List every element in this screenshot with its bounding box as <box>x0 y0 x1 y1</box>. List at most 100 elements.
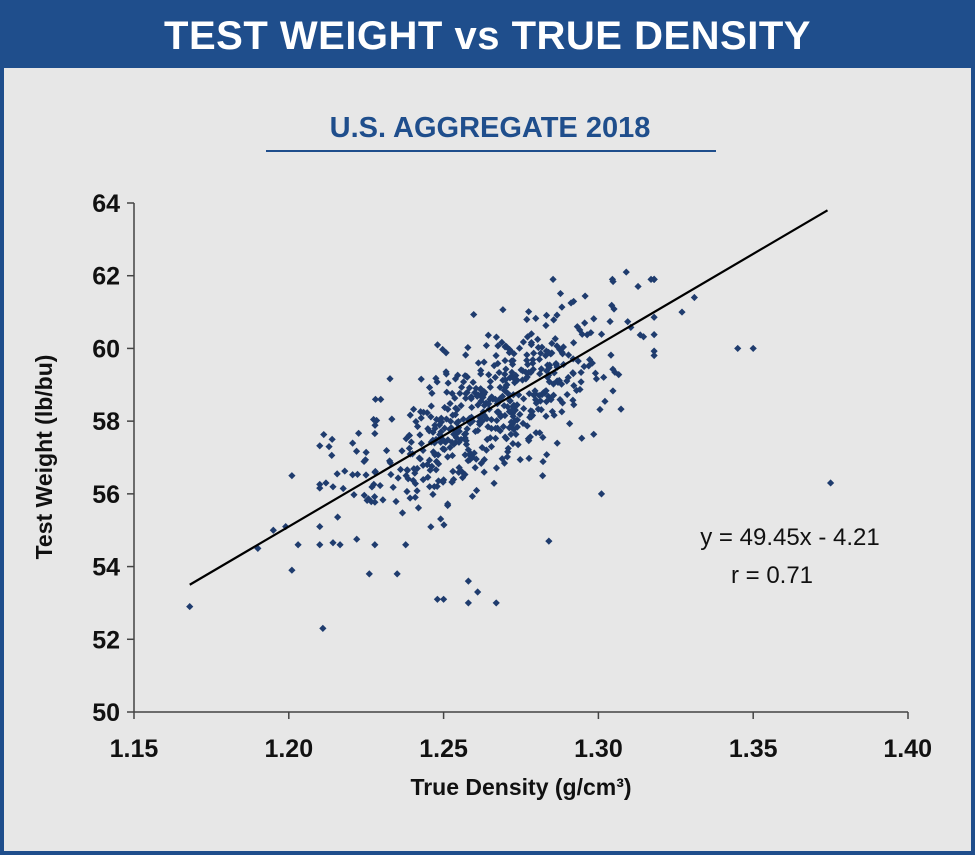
data-point <box>550 411 558 419</box>
data-point <box>636 331 644 339</box>
data-point <box>453 405 461 414</box>
data-point <box>461 434 469 442</box>
data-point <box>499 306 507 314</box>
data-point <box>492 333 501 341</box>
x-tick-label: 1.20 <box>264 735 313 763</box>
data-point <box>437 515 445 523</box>
data-point <box>514 441 522 449</box>
data-point <box>442 415 451 423</box>
data-point <box>501 433 509 441</box>
data-point <box>578 434 586 442</box>
data-point <box>371 429 379 438</box>
data-point <box>545 537 553 545</box>
data-point <box>462 437 470 445</box>
data-point <box>492 424 500 432</box>
data-point <box>451 394 459 402</box>
data-point <box>459 474 467 482</box>
data-point <box>353 470 362 478</box>
data-point <box>468 403 476 412</box>
data-point <box>493 416 501 425</box>
data-point <box>526 433 534 441</box>
data-point <box>389 483 397 491</box>
data-point <box>372 416 381 425</box>
data-point <box>424 425 432 433</box>
data-point <box>608 301 616 309</box>
data-point <box>538 391 546 399</box>
data-point <box>542 398 551 406</box>
data-point <box>523 315 531 324</box>
data-point <box>515 344 524 352</box>
data-point <box>563 390 571 399</box>
data-point <box>506 397 514 405</box>
data-point <box>573 323 581 331</box>
data-point <box>443 388 451 396</box>
data-point <box>549 380 558 388</box>
data-point <box>440 476 448 484</box>
data-point <box>607 351 615 359</box>
data-point <box>527 368 535 377</box>
data-point <box>506 391 514 399</box>
data-point <box>592 375 601 383</box>
data-point <box>474 401 482 409</box>
data-point <box>522 368 530 376</box>
data-point <box>371 395 380 403</box>
data-point <box>502 365 510 373</box>
correlation-coefficient: r = 0.71 <box>731 562 813 589</box>
data-point <box>411 480 420 488</box>
data-point <box>496 394 504 402</box>
data-point <box>461 451 469 459</box>
data-point <box>509 405 517 414</box>
data-point <box>476 414 484 422</box>
data-point <box>440 595 448 603</box>
data-point <box>513 401 521 409</box>
data-point <box>416 455 424 463</box>
data-point <box>537 406 545 414</box>
data-point <box>569 369 577 377</box>
data-point <box>465 384 474 392</box>
data-point <box>549 275 557 283</box>
data-point <box>492 599 500 607</box>
data-point <box>577 378 585 386</box>
data-point <box>402 435 410 443</box>
data-point <box>537 349 545 357</box>
data-point <box>478 417 487 425</box>
data-point <box>610 305 618 313</box>
data-point <box>498 338 506 346</box>
data-point <box>406 494 414 502</box>
data-point <box>495 368 503 377</box>
y-tick-label: 56 <box>92 481 120 509</box>
data-point <box>609 365 617 373</box>
data-point <box>586 355 594 364</box>
data-point <box>558 350 567 358</box>
data-point <box>544 392 553 401</box>
data-point <box>466 449 475 458</box>
data-point <box>427 402 435 410</box>
data-point <box>451 375 460 383</box>
data-point <box>396 465 405 474</box>
data-point <box>429 490 437 498</box>
data-point <box>555 376 563 385</box>
data-point <box>526 413 534 421</box>
data-point <box>473 392 481 400</box>
data-point <box>386 459 394 467</box>
data-point <box>441 424 449 432</box>
data-point <box>464 446 472 454</box>
data-point <box>509 357 517 365</box>
data-point <box>532 429 540 437</box>
data-point <box>398 447 406 455</box>
data-point <box>370 480 378 488</box>
data-point <box>459 378 468 386</box>
y-tick-label: 60 <box>92 335 120 363</box>
data-point <box>558 399 567 407</box>
x-axis-title: True Density (g/cm³) <box>410 774 631 800</box>
data-point <box>491 395 500 403</box>
data-point <box>552 359 560 368</box>
data-point <box>406 411 414 419</box>
data-point <box>376 481 384 490</box>
data-point <box>336 541 344 549</box>
data-point <box>581 292 589 300</box>
data-point <box>574 357 582 365</box>
data-point <box>492 352 500 360</box>
data-point <box>536 429 544 437</box>
data-point <box>370 493 379 501</box>
